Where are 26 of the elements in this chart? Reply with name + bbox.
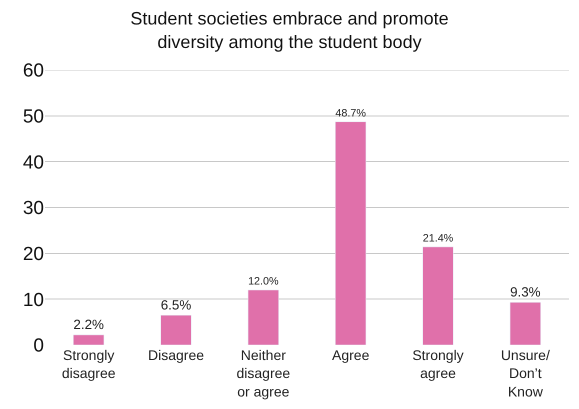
y-tick-label: 60 xyxy=(22,60,44,82)
data-label: 48.7% xyxy=(335,107,366,120)
bar xyxy=(248,290,279,345)
y-tick-label: 10 xyxy=(22,290,44,311)
bar xyxy=(510,302,541,345)
data-label: 6.5% xyxy=(160,297,192,312)
chart-title: Student societies embrace and promote diversity among the student body xyxy=(130,8,449,52)
x-tick-label: Disagree xyxy=(148,347,204,363)
data-label: 12.0% xyxy=(248,276,280,288)
bar xyxy=(335,122,366,345)
x-tick-label: Strongly disagree xyxy=(62,347,116,382)
y-tick-label: 20 xyxy=(22,244,44,265)
x-tick-label: Unsure/ Don’t Know xyxy=(500,347,550,400)
data-label: 9.3% xyxy=(510,284,541,300)
x-tick-label: Strongly agree xyxy=(412,347,464,382)
data-label: 2.2% xyxy=(73,317,104,332)
y-tick-label: 0 xyxy=(33,336,44,357)
x-tick-label: Agree xyxy=(332,347,370,363)
bar xyxy=(422,246,454,345)
x-tick-label: Neither disagree or agree xyxy=(236,347,290,400)
data-label: 21.4% xyxy=(422,232,454,245)
bar xyxy=(160,314,192,345)
y-tick-label: 50 xyxy=(22,106,44,128)
y-tick-label: 30 xyxy=(22,198,44,220)
bar xyxy=(73,334,104,345)
y-tick-label: 40 xyxy=(22,152,44,174)
